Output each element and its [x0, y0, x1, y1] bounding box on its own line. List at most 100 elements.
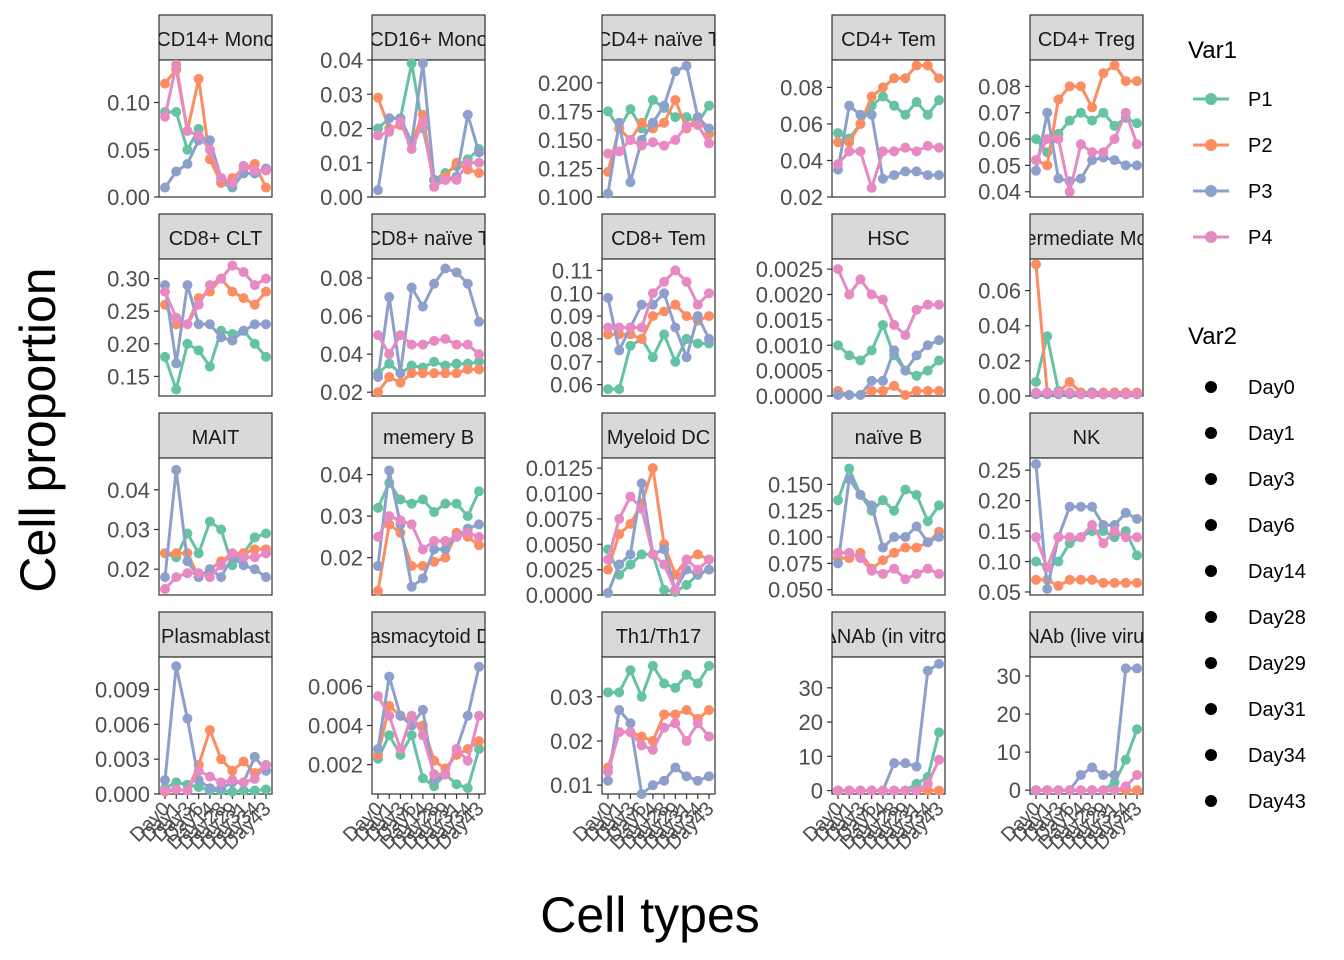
data-point-p4 [261, 273, 271, 284]
facet-panel: ΔNAb (in vitro)0102030Day0Day1Day3Day6Da… [799, 611, 949, 854]
data-point-p2 [373, 387, 383, 398]
legend-label: Day31 [1248, 699, 1306, 721]
data-point-p4 [395, 743, 406, 754]
data-point-p4 [1132, 769, 1142, 780]
data-point-p4 [603, 766, 613, 777]
legend-key-day1: Day1 [1205, 423, 1295, 445]
data-point-p3 [249, 751, 260, 762]
y-tick-label: 0 [811, 779, 823, 804]
y-tick-label: 0.050 [768, 578, 823, 603]
series-line-p3 [163, 283, 266, 365]
data-point-p1 [1031, 556, 1041, 567]
data-point-p4 [1075, 389, 1086, 400]
data-point-p1 [934, 500, 944, 511]
data-point-p4 [833, 785, 843, 796]
series-line-p4 [1036, 391, 1137, 396]
y-tick-label: 0.10 [107, 91, 150, 116]
y-tick-label: 0.06 [550, 373, 593, 398]
legend-label: Day1 [1248, 423, 1295, 445]
facet-strip [371, 14, 486, 61]
facet-panel: memery B 0.02 0.03 0.04 [320, 412, 486, 596]
data-point-p4 [877, 568, 888, 579]
data-point-p1 [406, 360, 417, 371]
legend-dot [1205, 519, 1217, 531]
data-point-p3 [647, 780, 658, 791]
data-point-p1 [204, 361, 215, 372]
y-tick-label: 0.02 [978, 349, 1021, 374]
data-point-p4 [625, 322, 636, 333]
data-point-p4 [889, 785, 900, 796]
data-point-p4 [204, 771, 215, 782]
data-point-p4 [636, 140, 647, 151]
data-point-p4 [1120, 532, 1131, 543]
series-line-p4 [836, 144, 940, 190]
data-point-p3 [1109, 769, 1120, 780]
y-tick-label: 0.08 [320, 266, 363, 291]
data-point-p1 [704, 100, 714, 111]
legend-key-p4: P4 [1193, 227, 1272, 249]
data-point-p3 [659, 775, 670, 786]
data-point-p4 [451, 339, 462, 350]
data-point-p4 [1064, 186, 1075, 197]
data-point-p2 [647, 311, 658, 322]
data-point-p1 [406, 730, 417, 741]
data-point-p1 [451, 779, 462, 790]
data-point-p4 [844, 547, 855, 558]
series-line-p4 [377, 120, 479, 189]
data-point-p3 [462, 710, 473, 721]
data-point-p4 [182, 568, 193, 579]
series-line-p3 [606, 64, 711, 194]
data-point-p4 [866, 565, 877, 576]
data-point-p1 [614, 687, 625, 698]
data-point-p1 [866, 345, 877, 356]
data-point-p1 [249, 785, 260, 796]
y-tick-label: 0.0010 [756, 333, 823, 358]
data-point-p4 [934, 754, 944, 765]
data-point-p1 [1042, 331, 1053, 342]
data-point-p1 [659, 329, 670, 340]
data-point-p3 [855, 389, 866, 400]
data-point-p1 [922, 516, 933, 527]
series-line-p4 [606, 721, 711, 773]
legend-key-p1: P1 [1193, 89, 1272, 111]
y-tick-label: 0.0005 [756, 359, 823, 384]
facet-panels: CD14+ Mono 0.00 0.05 0.10 CD16+ Mono 0.00 0.01… [95, 14, 1147, 854]
y-tick-label: 20 [997, 702, 1021, 727]
data-point-p4 [855, 146, 866, 157]
y-tick-label: 0.0025 [526, 558, 593, 583]
y-tick-label: 0.05 [978, 153, 1021, 178]
data-point-p2 [160, 78, 170, 89]
data-point-p2 [659, 709, 670, 720]
data-point-p4 [182, 319, 193, 330]
legend-label: Day28 [1248, 607, 1306, 629]
data-point-p3 [406, 581, 417, 592]
data-point-p3 [866, 109, 877, 120]
data-point-p4 [889, 146, 900, 157]
data-point-p2 [474, 364, 484, 375]
facet-strip [1029, 14, 1144, 61]
y-tick-label: 0.25 [107, 299, 150, 324]
data-point-p3 [922, 340, 933, 351]
facet-panel: MAIT 0.02 0.03 0.04 [107, 412, 273, 596]
legend-var2: Var2 Day0 Day1 Day3 Day6 Day14 Day28 Day29 Day3… [1188, 323, 1306, 813]
legend-var1-items: P1 P2 P3 P4 [1193, 89, 1272, 249]
data-point-p4 [261, 759, 271, 770]
data-point-p4 [227, 260, 238, 271]
data-point-p4 [1098, 147, 1109, 158]
data-point-p3 [238, 560, 249, 571]
data-point-p3 [474, 519, 484, 530]
data-point-p3 [451, 267, 462, 278]
data-point-p4 [373, 531, 383, 542]
data-point-p1 [692, 338, 703, 349]
data-point-p2 [1064, 574, 1075, 585]
y-axis-title: Cell proportion [10, 267, 66, 592]
series-line-p4 [376, 514, 480, 551]
y-tick-label: 0.125 [538, 156, 593, 181]
data-point-p4 [1109, 526, 1120, 537]
data-point-p3 [1075, 501, 1086, 512]
y-tick-label: 0.02 [320, 380, 363, 405]
data-point-p3 [647, 117, 658, 128]
series-line-p4 [838, 759, 941, 793]
legend-dot [1205, 473, 1217, 485]
data-point-p2 [625, 518, 636, 529]
